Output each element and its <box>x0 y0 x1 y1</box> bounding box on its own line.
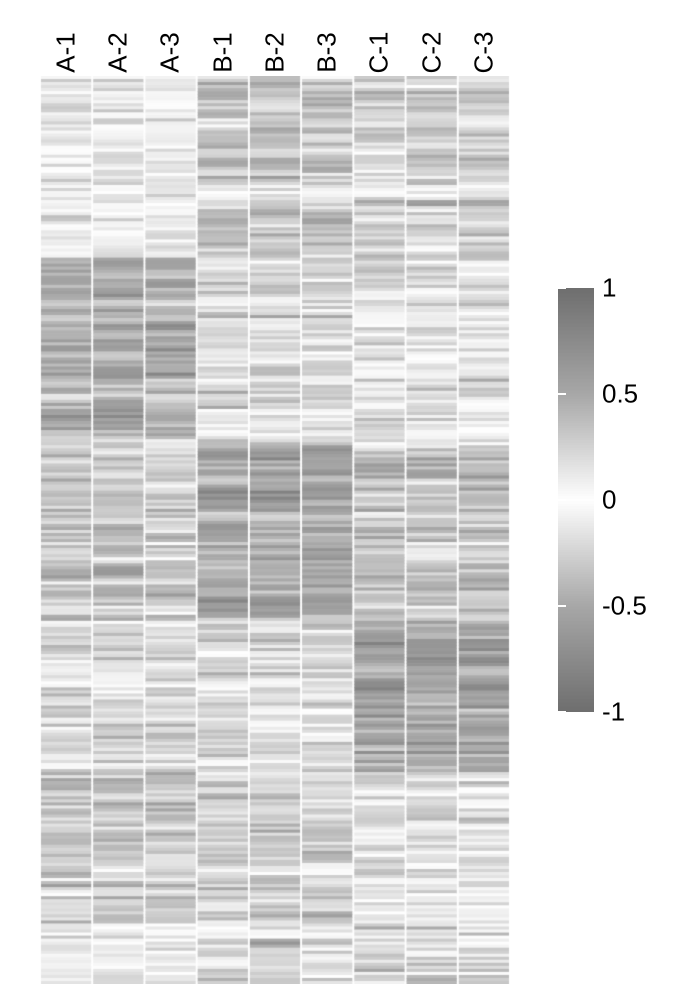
legend-tick-label: 1 <box>602 273 616 304</box>
legend-tick-mark <box>558 287 566 289</box>
column-label: B-1 <box>197 0 249 72</box>
column-labels: A-1 A-2 A-3 B-1 B-2 B-3 C-1 C-2 C-3 <box>40 0 510 72</box>
column-label-text: C-3 <box>468 32 499 74</box>
legend-tick-mark <box>558 605 566 607</box>
legend-tick-mark <box>558 393 566 395</box>
column-label-text: C-2 <box>416 32 447 74</box>
column-label-text: B-1 <box>207 32 238 72</box>
column-label: C-1 <box>353 0 405 72</box>
column-label-text: A-3 <box>155 32 186 72</box>
figure: A-1 A-2 A-3 B-1 B-2 B-3 C-1 C-2 C-3 10.5… <box>0 0 675 1000</box>
legend-tick-mark <box>558 499 566 501</box>
column-label: A-2 <box>92 0 144 72</box>
column-label-text: A-1 <box>51 32 82 72</box>
legend-ticks: 10.50-0.5-1 <box>558 288 594 712</box>
column-label: A-3 <box>144 0 196 72</box>
legend-tick-label: 0.5 <box>602 379 638 410</box>
column-label-text: B-2 <box>259 32 290 72</box>
column-label: B-2 <box>249 0 301 72</box>
color-legend: 10.50-0.5-1 <box>558 288 668 712</box>
column-label-text: A-2 <box>103 32 134 72</box>
column-label: A-1 <box>40 0 92 72</box>
column-label-text: C-1 <box>364 32 395 74</box>
heatmap-body <box>40 76 510 984</box>
heatmap-canvas <box>40 76 510 984</box>
column-label: C-2 <box>406 0 458 72</box>
column-label: B-3 <box>301 0 353 72</box>
column-label-text: B-3 <box>312 32 343 72</box>
legend-tick-mark <box>558 711 566 713</box>
column-label: C-3 <box>458 0 510 72</box>
legend-tick-label: -1 <box>602 697 625 728</box>
legend-tick-label: 0 <box>602 485 616 516</box>
legend-tick-label: -0.5 <box>602 591 647 622</box>
